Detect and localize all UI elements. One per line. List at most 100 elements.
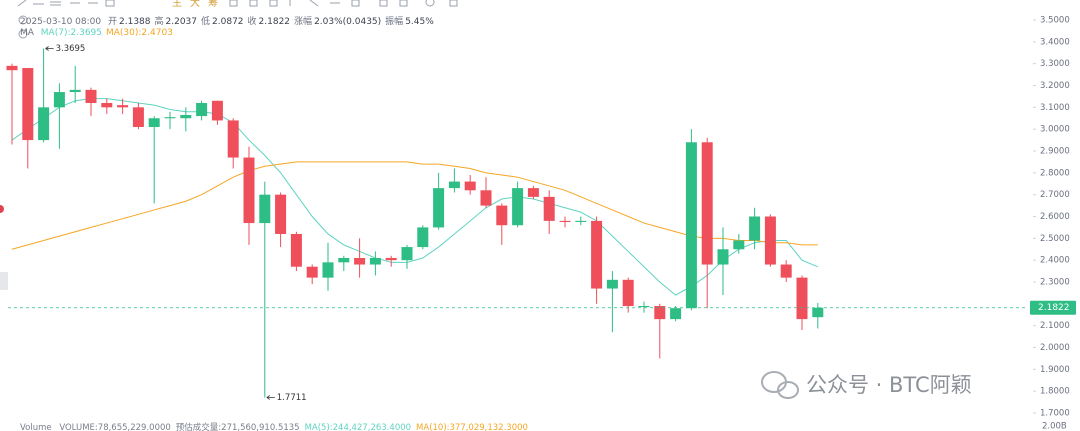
y-tick-label: 3.0000 — [1040, 125, 1070, 135]
ma-line — [11, 98, 818, 296]
field-label: 收 — [247, 17, 257, 27]
candle-body — [38, 107, 50, 141]
candle-body — [448, 181, 460, 189]
candle-body — [22, 68, 34, 141]
candle-body — [132, 107, 144, 127]
candle-body — [306, 266, 318, 278]
candle-body — [543, 196, 555, 221]
candle-body — [433, 188, 445, 228]
toolbar: 主 大 筹 — [17, 0, 458, 9]
y-tick-label: 2.6000 — [1040, 212, 1070, 222]
collapse-icon[interactable] — [18, 15, 28, 25]
collapse-icon[interactable] — [18, 29, 28, 39]
candle-body — [464, 181, 476, 191]
svg-text:主: 主 — [172, 0, 182, 9]
candle-body — [385, 257, 397, 261]
annotation-arrow — [266, 395, 275, 400]
candle-body — [575, 220, 587, 222]
y-tick-label: 2.1000 — [1040, 321, 1070, 331]
last-price-box — [1030, 300, 1076, 315]
candle-body — [796, 277, 808, 320]
candle-body — [812, 307, 824, 318]
candle-body — [401, 247, 413, 261]
candle-body — [275, 194, 287, 234]
header-time: 2025-03-10 08:00 — [20, 17, 102, 27]
candle-body — [369, 257, 381, 265]
candle-body — [496, 205, 508, 226]
candle-body — [211, 100, 223, 121]
candle-body — [322, 262, 334, 278]
candle-body — [733, 240, 745, 250]
candle-body — [243, 157, 255, 224]
y-tick-label: 1.8000 — [1040, 387, 1070, 397]
last-price-label: 2.1822 — [1038, 303, 1070, 313]
y-tick-label: 2.7000 — [1040, 190, 1070, 200]
field-value: 5.45% — [405, 17, 434, 27]
candle-body — [701, 142, 713, 265]
y-tick-label: 2.9000 — [1040, 147, 1070, 157]
candle-body — [338, 257, 350, 263]
y-tick-label: 2.5000 — [1040, 234, 1070, 244]
ohlc-header: 2025-03-10 08:00 开 2.1388 高 2.2037 低 2.0872 收 2… — [20, 14, 438, 27]
field-label: 开 — [107, 17, 117, 27]
y-tick-label: 3.1000 — [1040, 103, 1070, 113]
candle-body — [480, 190, 492, 206]
y-tick-label: 3.3000 — [1040, 59, 1070, 69]
candle-body — [749, 216, 761, 241]
candle-body — [227, 120, 239, 158]
candle-body — [622, 279, 634, 307]
indicator-name: MA — [20, 28, 34, 38]
y-tick-label: 1.7000 — [1040, 409, 1070, 419]
volume-item: MA(10):377,029,132.3000 — [416, 423, 528, 431]
field-label: 低 — [201, 17, 211, 27]
candle-body — [717, 249, 729, 265]
candle-body — [85, 89, 97, 103]
annotation-label: 1.7711 — [277, 393, 307, 403]
candle-body — [290, 233, 302, 267]
y-tick-label: 2.0000 — [1040, 343, 1070, 353]
y-tick-label: 1.9000 — [1040, 365, 1070, 375]
candle-body — [780, 264, 792, 278]
y-tick-label: 3.4000 — [1040, 37, 1070, 47]
annotation-arrow — [45, 46, 54, 51]
y-tick-label: 3.2000 — [1040, 81, 1070, 91]
candle-body — [527, 188, 539, 197]
candle-body — [101, 102, 113, 108]
candle-body — [196, 102, 208, 117]
volume-item: MA(5):244,427,263.4000 — [304, 423, 412, 431]
candle-body — [685, 142, 697, 309]
edge-handle[interactable] — [0, 272, 8, 290]
watermark-text: 公众号 · BTC阿颖 — [806, 373, 972, 397]
legend-entry: MA(7):2.3695 — [40, 28, 102, 38]
field-value: 2.1388 — [119, 17, 151, 27]
candle-body — [606, 279, 618, 289]
candle-body — [117, 105, 129, 108]
candle-body — [354, 257, 366, 265]
volume-title: Volume — [20, 423, 52, 431]
ma-line — [11, 161, 818, 250]
legend-entry: MA(30):2.4703 — [106, 28, 173, 38]
field-value: 2.0872 — [212, 17, 244, 27]
volume-axis-label: 2.00B — [1042, 422, 1067, 431]
svg-text:筹: 筹 — [208, 0, 218, 9]
y-tick-label: 2.3000 — [1040, 278, 1070, 288]
edge-marker — [0, 205, 4, 213]
candle-body — [591, 220, 603, 289]
ma-header: MA MA(7):2.3695 MA(30):2.4703 — [20, 28, 177, 38]
svg-text:大: 大 — [190, 0, 200, 9]
field-label: 振幅 — [385, 17, 404, 27]
candle-body — [6, 65, 18, 71]
candle-body — [670, 308, 682, 320]
volume-item: VOLUME:78,655,229.0000 — [59, 423, 171, 431]
y-tick-label: 2.8000 — [1040, 168, 1070, 178]
volume-header: Volume VOLUME:78,655,229.0000 预估成交量:271,5… — [20, 421, 533, 431]
candle-body — [148, 118, 160, 127]
candle-body — [654, 306, 666, 320]
field-label: 涨幅 — [294, 17, 313, 27]
field-value: 2.1822 — [258, 17, 291, 27]
candle-body — [764, 216, 776, 265]
annotation-label: 3.3695 — [56, 44, 86, 54]
y-tick-label: 2.4000 — [1040, 256, 1070, 266]
